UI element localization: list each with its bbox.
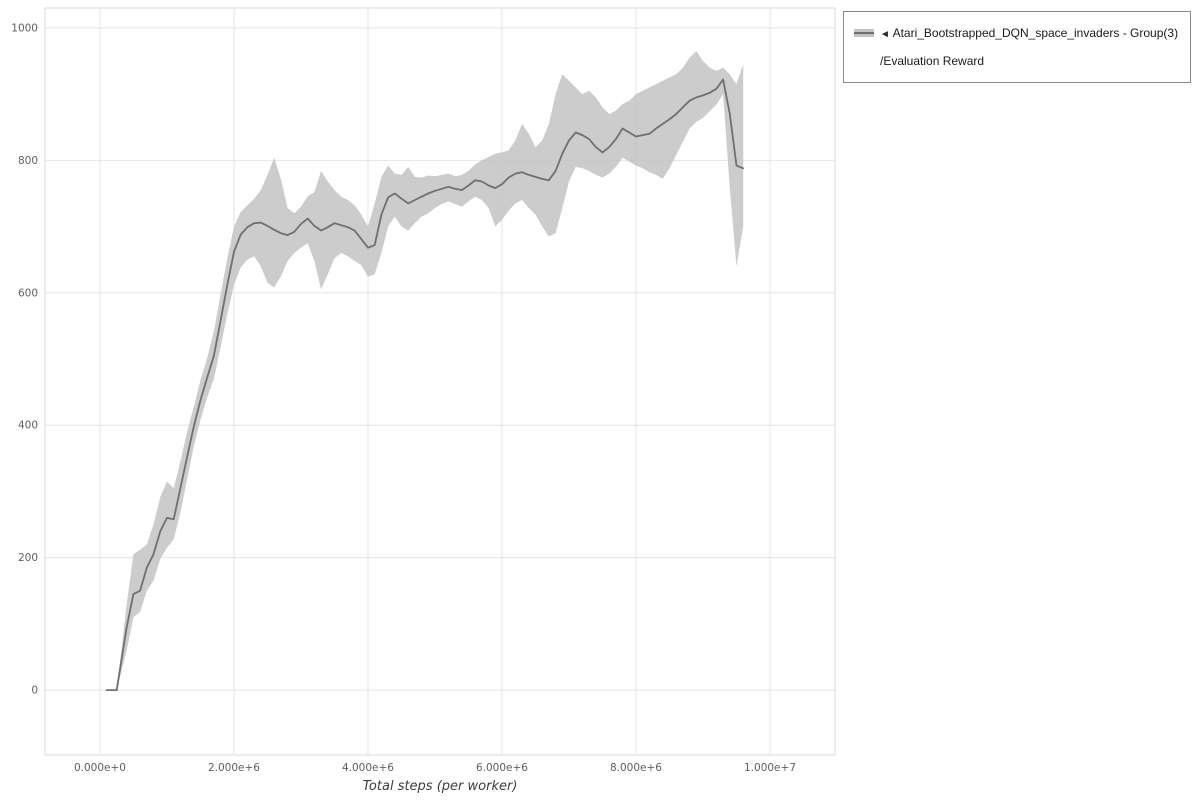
y-tick-label: 400	[18, 420, 38, 432]
mean-line	[105, 78, 745, 691]
x-tick-label: 0.000e+0	[74, 762, 126, 774]
x-tick-label: 6.000e+6	[476, 762, 528, 774]
legend-labels: ◄ Atari_Bootstrapped_DQN_space_invaders …	[880, 20, 1178, 74]
legend-series-sublabel: /Evaluation Reward	[880, 54, 985, 68]
series-swatch-icon	[854, 27, 874, 39]
y-tick-label: 800	[18, 155, 38, 167]
x-axis-label: Total steps (per worker)	[362, 779, 518, 794]
legend-series-label: Atari_Bootstrapped_DQN_space_invaders - …	[892, 26, 1179, 40]
x-tick-label: 2.000e+6	[208, 762, 260, 774]
x-tick-label: 1.000e+7	[744, 762, 796, 774]
line-swatch	[854, 32, 874, 34]
y-tick-label: 200	[18, 552, 38, 564]
y-tick-label: 1000	[11, 22, 38, 34]
legend-series-line1: ◄ Atari_Bootstrapped_DQN_space_invaders …	[880, 20, 1178, 48]
x-tick-label: 8.000e+6	[610, 762, 662, 774]
y-tick-label: 0	[31, 685, 38, 697]
legend-entry[interactable]: ◄ Atari_Bootstrapped_DQN_space_invaders …	[854, 20, 1180, 74]
legend-box: ◄ Atari_Bootstrapped_DQN_space_invaders …	[843, 11, 1191, 83]
collapse-arrow-icon[interactable]: ◄	[880, 29, 890, 40]
plot-area	[44, 7, 836, 756]
y-tick-label: 600	[18, 287, 38, 299]
x-tick-label: 4.000e+6	[342, 762, 394, 774]
confidence-band	[106, 51, 744, 691]
